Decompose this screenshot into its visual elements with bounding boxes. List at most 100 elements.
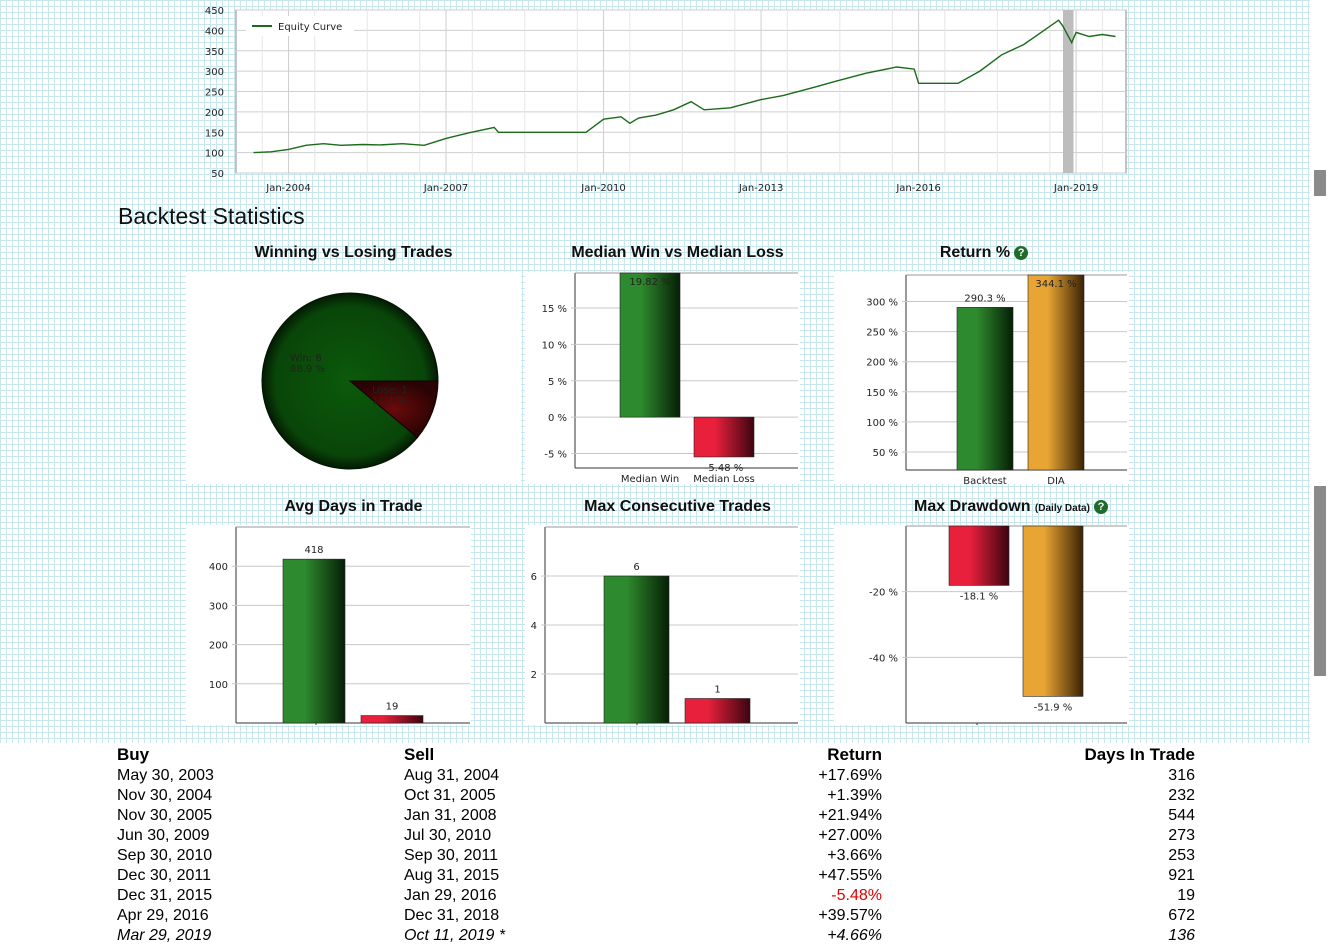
y-tick-label: -40 % — [869, 653, 898, 664]
table-row: Sep 30, 2010 Sep 30, 2011 +3.66% 253 — [0, 847, 1310, 867]
bar-value-label: -5.48 % — [705, 463, 744, 474]
x-category-label: Median Win — [621, 474, 679, 484]
y-tick-label: 400 — [205, 26, 224, 37]
y-tick-label: 5 % — [548, 377, 567, 388]
y-tick-label: 200 — [209, 641, 228, 652]
y-tick-label: 300 % — [866, 298, 898, 309]
scrollbar-thumb[interactable] — [1314, 170, 1326, 196]
bar-1 — [948, 525, 1010, 586]
y-tick-label: 200 % — [866, 358, 898, 369]
bar-value-label: -18.1 % — [960, 591, 999, 602]
bar-1 — [956, 307, 1014, 471]
bar-value-label: 1 — [714, 685, 720, 696]
return-value: +27.00% — [818, 827, 882, 844]
section-title: Backtest Statistics — [118, 203, 305, 229]
scrollbar-thumb-secondary[interactable] — [1314, 486, 1326, 676]
x-tick-label: Jan-2010 — [580, 183, 625, 194]
y-tick-label: 0 % — [548, 413, 567, 424]
x-tick-label: Jan-2019 — [1053, 183, 1098, 194]
y-tick-label: 350 — [205, 47, 224, 58]
sell-date: Dec 31, 2018 — [404, 907, 500, 924]
sell-date: Jan 29, 2016 — [404, 887, 497, 904]
sell-date: Oct 31, 2005 — [404, 787, 496, 804]
avg-days-title: Avg Days in Trade — [284, 498, 423, 515]
pie-slice-win — [261, 292, 439, 470]
median-win-loss-chart: 15 % 10 % 5 % 0 % -5 % 19.82 % Median Win -5.48… — [525, 272, 800, 484]
return-value: -5.48% — [831, 887, 882, 904]
buy-date: Apr 29, 2016 — [117, 907, 209, 924]
y-tick-label: -20 % — [869, 588, 898, 599]
return-value: +21.94% — [818, 807, 882, 824]
bar-value-label: 290.3 % — [964, 293, 1005, 304]
avg-days-chart: 400 300 200 100 418 19 — [186, 525, 471, 725]
buy-date: Dec 31, 2015 — [117, 887, 213, 904]
pie-label-win: Win: 8 — [290, 353, 322, 364]
days-in-trade: 19 — [1177, 887, 1195, 904]
days-in-trade: 316 — [1168, 767, 1195, 784]
pie-value-win: 88.9 % — [290, 364, 325, 375]
days-in-trade: 253 — [1168, 847, 1195, 864]
sell-date: Aug 31, 2004 — [404, 767, 500, 784]
y-tick-label: 100 — [205, 149, 224, 160]
return-value: +39.57% — [818, 907, 882, 924]
return-value: +1.39% — [827, 787, 882, 804]
y-tick-label: 300 — [209, 601, 228, 612]
x-category-label: DIA — [1047, 476, 1065, 484]
win-loss-title: Winning vs Losing Trades — [254, 244, 453, 261]
equity-curve-line — [253, 19, 1116, 154]
y-tick-label: 250 % — [866, 328, 898, 339]
sell-date: Sep 30, 2011 — [404, 847, 499, 864]
sell-date: Oct 11, 2019 * — [404, 927, 506, 944]
column-header-return: Return — [827, 745, 882, 764]
y-tick-label: 300 — [205, 67, 224, 78]
y-tick-label: 450 — [205, 6, 224, 17]
y-tick-label: 6 — [531, 572, 537, 583]
x-category-label: Backtest — [963, 476, 1007, 484]
table-row: Dec 30, 2011 Aug 31, 2015 +47.55% 921 — [0, 867, 1310, 887]
y-tick-label: 15 % — [542, 304, 567, 315]
return-value: +47.55% — [818, 867, 882, 884]
bar-1 — [603, 575, 670, 724]
legend-box — [246, 16, 354, 36]
bar-value-label: 19.82 % — [629, 277, 670, 288]
help-icon[interactable]: ? — [1093, 500, 1108, 514]
y-tick-label: 100 % — [866, 418, 898, 429]
y-tick-label: 4 — [531, 621, 537, 632]
sell-date: Aug 31, 2015 — [404, 867, 500, 884]
sell-date: Jul 30, 2010 — [404, 827, 492, 844]
help-icon[interactable]: ? — [1014, 246, 1029, 260]
return-value: +17.69% — [818, 767, 882, 784]
bar-value-label: 19 — [386, 702, 399, 713]
buy-date: Dec 30, 2011 — [117, 867, 211, 884]
median-title: Median Win vs Median Loss — [571, 244, 784, 261]
bar-2 — [684, 698, 751, 724]
scrollbar-track[interactable] — [1310, 0, 1329, 946]
daily-data-note: (Daily Data) — [1034, 503, 1090, 514]
x-tick-label: Jan-2004 — [265, 183, 310, 194]
y-tick-label: 150 % — [866, 388, 898, 399]
x-category-label: Median Loss — [693, 474, 754, 484]
days-in-trade: 136 — [1168, 927, 1195, 944]
y-tick-label: 10 % — [542, 340, 567, 351]
y-tick-label: 50 — [211, 169, 224, 180]
pie-slice-loss — [348, 380, 439, 439]
bar-2 — [1022, 525, 1084, 697]
return-chart: 300 % 250 % 200 % 150 % 100 % 50 % 290.3 % Back… — [834, 272, 1129, 484]
max-drawdown-title: Max Drawdown (Daily Data)? — [834, 498, 1269, 516]
bar-value-label: 344.1 % — [1035, 279, 1076, 290]
win-loss-pie-chart: Win: 888.9 % Lose: 111.1 % — [186, 272, 521, 484]
max-consecutive-chart: 6 4 2 6 1 — [525, 525, 800, 725]
y-tick-label: 150 — [205, 128, 224, 139]
buy-date: Sep 30, 2010 — [117, 847, 213, 864]
table-row: Jun 30, 2009 Jul 30, 2010 +27.00% 273 — [0, 827, 1310, 847]
bar-1 — [619, 272, 681, 418]
buy-date: Jun 30, 2009 — [117, 827, 210, 844]
bar-2 — [1027, 274, 1085, 471]
trades-table: Buy Sell Return Days In Trade May 30, 20… — [0, 743, 1310, 946]
pie-label-loss: Lose: 1 — [372, 385, 408, 396]
column-header-sell: Sell — [404, 745, 435, 764]
y-tick-label: 100 — [209, 680, 228, 691]
bar-value-label: 6 — [633, 562, 639, 573]
bar-2 — [360, 715, 424, 724]
legend-label: Equity Curve — [278, 22, 342, 33]
